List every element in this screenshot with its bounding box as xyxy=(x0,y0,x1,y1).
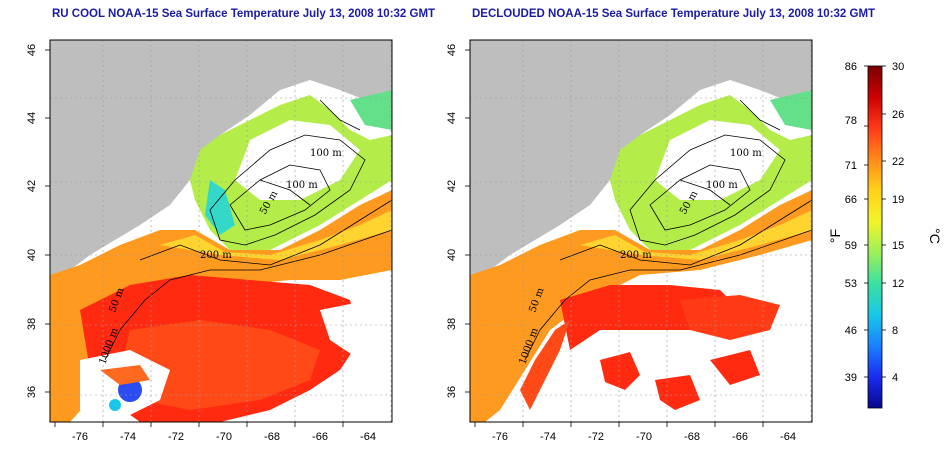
lat-tick: 40 xyxy=(26,249,38,261)
lon-tick: -68 xyxy=(684,431,700,440)
lat-tick: 46 xyxy=(446,44,458,56)
lon-tick: -72 xyxy=(168,431,184,440)
lat-tick: 38 xyxy=(26,318,38,330)
celsius-unit-label: °C xyxy=(927,228,943,244)
isobath-200m xyxy=(139,199,392,266)
contour-label: 100 m xyxy=(706,180,738,191)
celsius-tick: 30 xyxy=(892,61,904,73)
celsius-tick: 4 xyxy=(892,372,898,384)
lon-tick: -76 xyxy=(492,431,508,440)
fahrenheit-tick: 46 xyxy=(845,325,857,337)
right-map-title: DECLOUDED NOAA-15 Sea Surface Temperatur… xyxy=(472,8,876,20)
land-mass xyxy=(470,40,812,275)
celsius-tick: 22 xyxy=(892,156,904,168)
fahrenheit-tick: 59 xyxy=(845,240,857,252)
left-sst-map: 100 m 100 m 50 m 200 m 50 m 1000 m -76 -… xyxy=(26,39,393,440)
lon-tick: -66 xyxy=(312,431,328,440)
isobath-1000m xyxy=(104,229,392,361)
celsius-tick: 8 xyxy=(892,325,898,337)
lon-tick: -74 xyxy=(540,431,556,440)
lon-tick: -74 xyxy=(120,431,136,440)
fahrenheit-tick: 78 xyxy=(845,115,857,127)
contour-label: 100 m xyxy=(286,180,318,191)
left-map-title: RU COOL NOAA-15 Sea Surface Temperature … xyxy=(52,8,436,20)
fahrenheit-tick: 39 xyxy=(845,372,857,384)
lon-tick: -68 xyxy=(264,431,280,440)
lat-tick: 38 xyxy=(446,318,458,330)
lat-tick: 40 xyxy=(446,249,458,261)
lat-tick: 44 xyxy=(446,112,458,124)
contour-label: 200 m xyxy=(200,250,232,261)
lon-tick: -72 xyxy=(588,431,604,440)
lat-tick: 44 xyxy=(26,112,38,124)
fahrenheit-tick: 86 xyxy=(845,61,857,73)
isobath-100m xyxy=(229,164,331,231)
lat-tick: 36 xyxy=(26,386,38,398)
temperature-colorbar: 86 78 71 66 59 53 46 39 30 26 22 19 15 1… xyxy=(827,61,943,409)
lat-tick: 42 xyxy=(26,180,38,192)
isobath-50m xyxy=(209,134,366,246)
lat-tick: 42 xyxy=(446,180,458,192)
right-sst-map: 100 m 100 m 50 m 200 m 50 m 1000 m -76 -… xyxy=(446,39,813,440)
lon-tick: -64 xyxy=(360,431,376,440)
contour-label: 100 m xyxy=(310,148,342,159)
colorbar-gradient xyxy=(867,65,883,409)
celsius-tick: 12 xyxy=(892,278,904,290)
fahrenheit-unit-label: °F xyxy=(827,229,843,243)
lat-tick: 36 xyxy=(446,386,458,398)
fahrenheit-tick: 71 xyxy=(845,160,857,172)
lat-tick: 46 xyxy=(26,44,38,56)
contour-label: 200 m xyxy=(620,250,652,261)
celsius-tick: 15 xyxy=(892,240,904,252)
celsius-tick: 26 xyxy=(892,109,904,121)
fahrenheit-tick: 66 xyxy=(845,194,857,206)
lon-tick: -76 xyxy=(72,431,88,440)
lon-tick: -70 xyxy=(216,431,232,440)
lon-tick: -66 xyxy=(732,431,748,440)
lon-tick: -64 xyxy=(780,431,796,440)
fahrenheit-tick: 53 xyxy=(845,278,857,290)
land-mass xyxy=(50,40,392,275)
lon-tick: -70 xyxy=(636,431,652,440)
celsius-tick: 19 xyxy=(892,194,904,206)
contour-label: 100 m xyxy=(730,148,762,159)
